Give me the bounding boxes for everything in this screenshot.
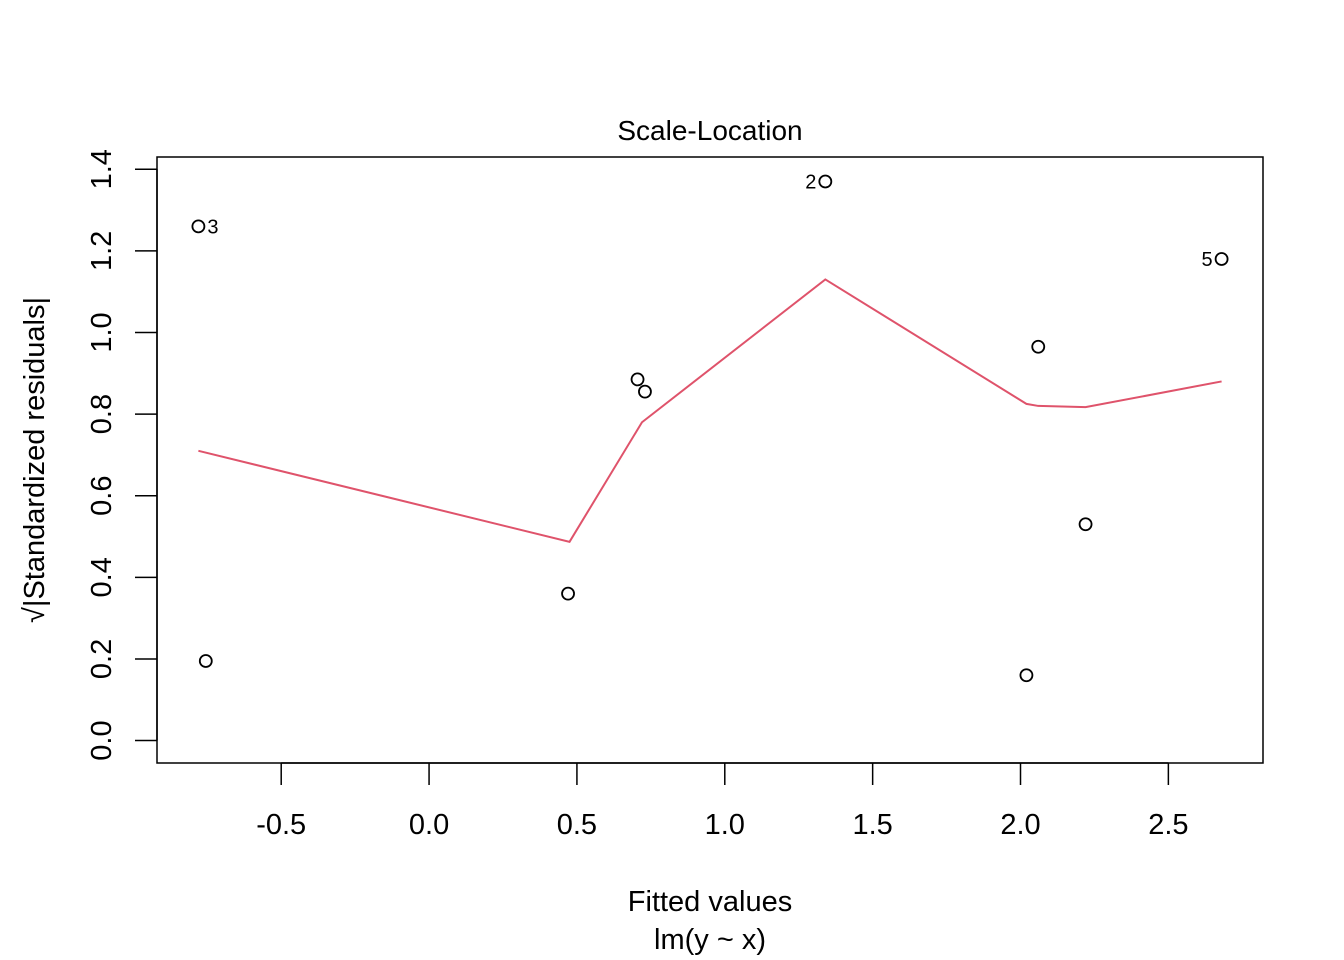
data-point	[1214, 252, 1229, 266]
data-point	[638, 384, 652, 399]
data-point	[630, 372, 645, 387]
data-point	[818, 174, 833, 189]
point-label: 2	[805, 171, 816, 193]
chart-title: Scale-Location	[617, 115, 802, 146]
x-tick-label: 1.5	[852, 809, 892, 841]
smooth-line	[198, 278, 1222, 543]
y-tick-label: 1.2	[86, 231, 118, 271]
y-tick-label: 0.8	[86, 394, 118, 434]
x-tick-label: -0.5	[256, 809, 306, 841]
data-point	[191, 219, 206, 234]
y-axis-label-radical: √	[19, 607, 51, 623]
y-tick-label: 0.6	[86, 476, 118, 516]
y-axis: 0.0 0.2 0.4 0.6 0.8 1.0 1.2 1.4	[86, 149, 158, 761]
x-tick-label: 0.0	[409, 809, 449, 841]
x-tick-label: 1.0	[705, 809, 745, 841]
x-tick-label: 2.0	[1000, 809, 1040, 841]
data-point	[1078, 517, 1093, 532]
y-tick-label: 0.2	[86, 639, 118, 679]
point-label: 3	[207, 216, 218, 238]
data-point	[1019, 668, 1034, 683]
y-tick-label: 1.0	[86, 312, 118, 352]
x-axis-label: Fitted values	[628, 886, 792, 918]
x-tick-label: 0.5	[557, 809, 597, 841]
y-tick-label: 0.0	[86, 720, 118, 760]
y-axis-label: √|Standardized residuals|	[19, 297, 51, 623]
data-point	[1031, 339, 1046, 354]
x-axis: -0.5 0.0 0.5 1.0 1.5 2.0 2.5	[256, 762, 1189, 841]
x-tick-label: 2.5	[1148, 809, 1188, 841]
data-point	[561, 586, 575, 601]
points-layer: 3 2 5	[191, 171, 1229, 683]
x-axis-sublabel: lm(y ~ x)	[654, 924, 766, 956]
plot-area-frame	[156, 156, 1264, 764]
y-tick-label: 1.4	[86, 149, 118, 189]
y-tick-label: 0.4	[86, 557, 118, 597]
y-axis-label-text: |Standardized residuals|	[19, 297, 51, 607]
point-label: 5	[1201, 249, 1212, 271]
data-point	[198, 654, 213, 668]
